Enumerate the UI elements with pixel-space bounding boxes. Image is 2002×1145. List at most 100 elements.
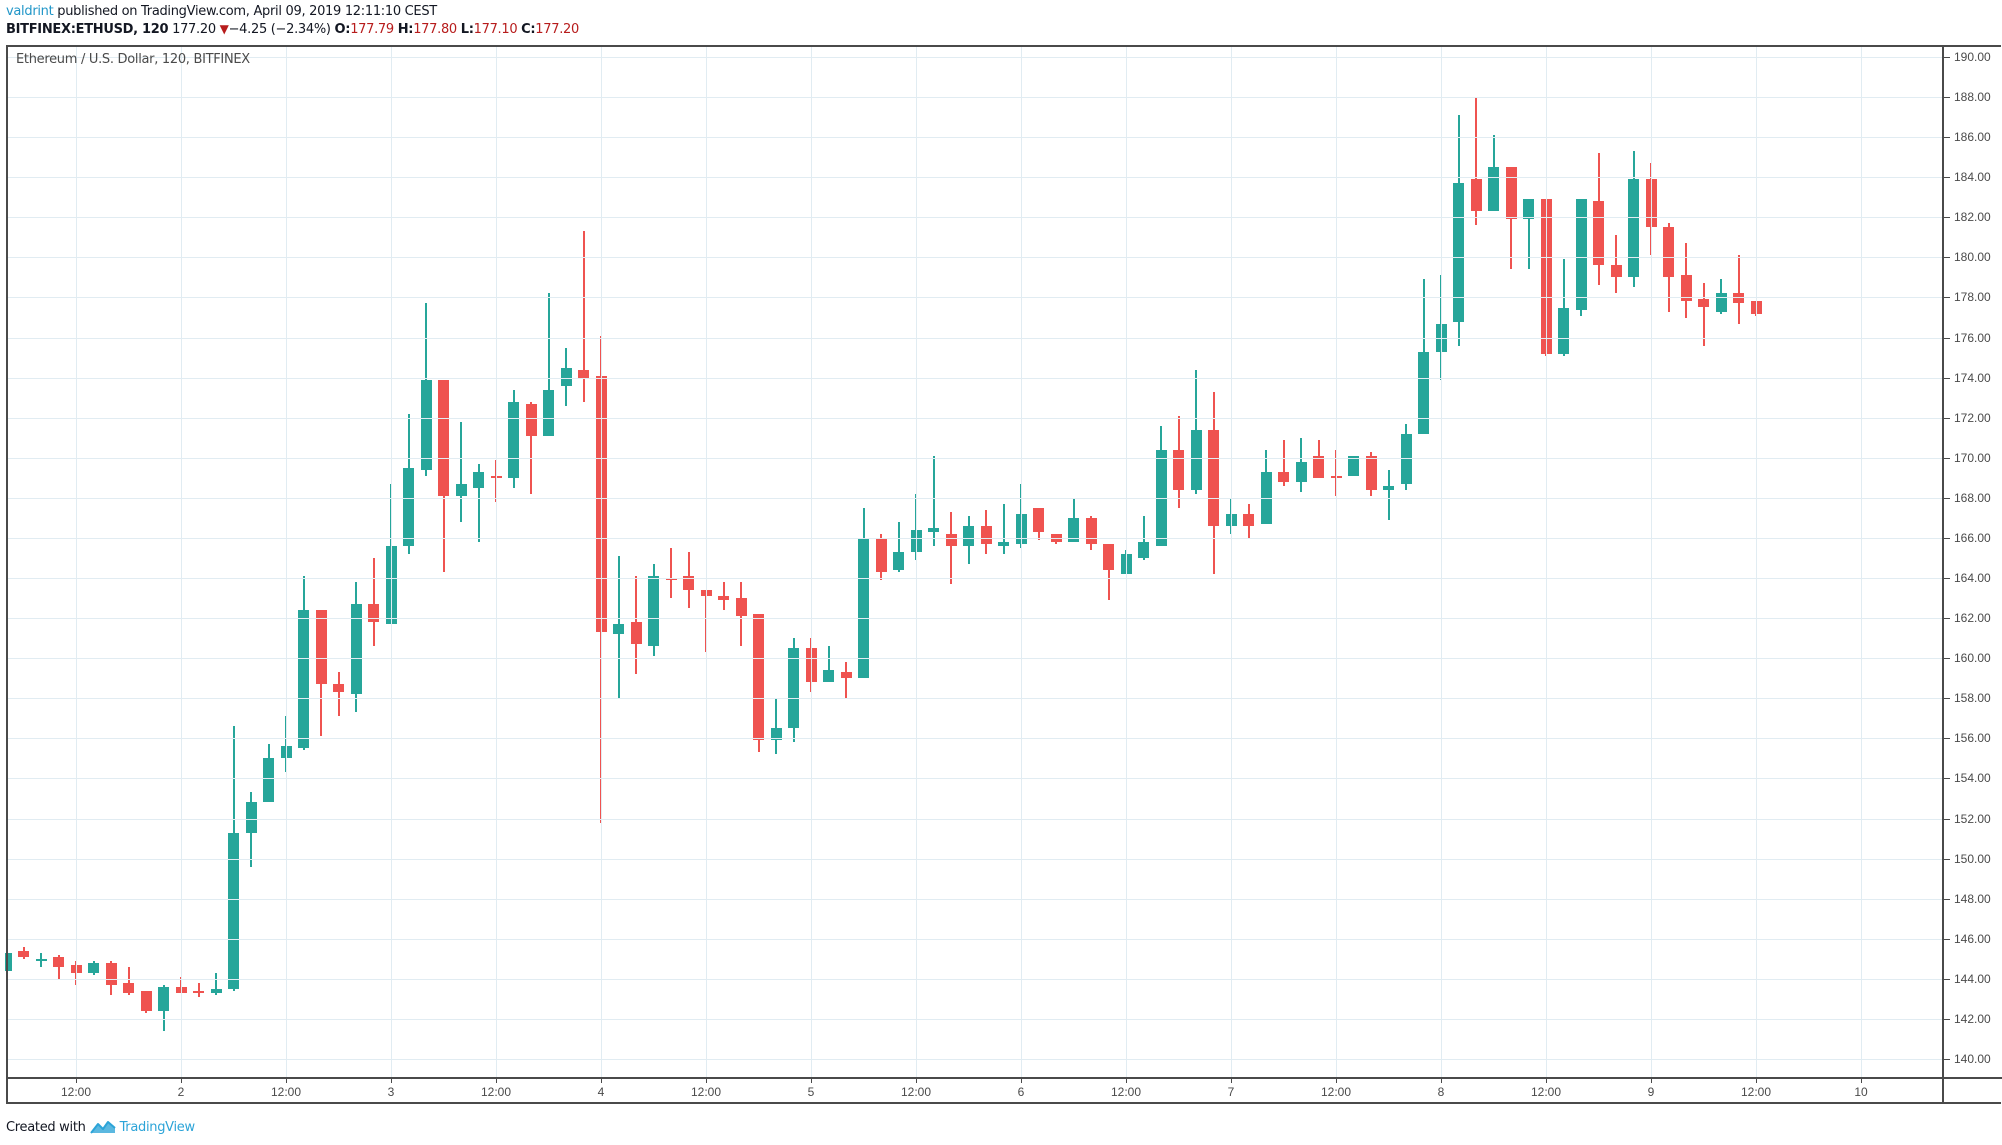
candle-body-down[interactable] bbox=[1085, 517, 1097, 544]
candle-body-up[interactable] bbox=[1453, 183, 1464, 322]
grid-line-horizontal bbox=[6, 899, 1943, 900]
candle-body-down[interactable] bbox=[1173, 449, 1184, 490]
candle-body-down[interactable] bbox=[1505, 167, 1517, 220]
candle-body-up[interactable] bbox=[6, 952, 12, 971]
candle-body-down[interactable] bbox=[1663, 227, 1674, 278]
candle-body-down[interactable] bbox=[875, 537, 887, 573]
candle-body-down[interactable] bbox=[368, 604, 379, 623]
candle-body-down[interactable] bbox=[1698, 299, 1709, 308]
candle-body-up[interactable] bbox=[1190, 429, 1202, 490]
candle-body-up[interactable] bbox=[1260, 471, 1272, 524]
candle-body-up[interactable] bbox=[928, 527, 939, 532]
y-axis-tick bbox=[1944, 57, 1950, 58]
grid-line-horizontal bbox=[6, 137, 1943, 138]
candle-body-down[interactable] bbox=[735, 598, 747, 617]
low-value: 177.10 bbox=[473, 22, 518, 37]
candle-body-up[interactable] bbox=[770, 728, 782, 741]
candle-body-up[interactable] bbox=[1488, 167, 1499, 212]
candle-body-down[interactable] bbox=[438, 379, 449, 496]
candle-body-up[interactable] bbox=[1715, 293, 1727, 312]
candle-body-up[interactable] bbox=[403, 467, 414, 546]
candle-body-up[interactable] bbox=[158, 986, 169, 1011]
candle-body-down[interactable] bbox=[683, 576, 694, 591]
grid-line-horizontal bbox=[6, 257, 1943, 258]
candle-body-up[interactable] bbox=[263, 758, 274, 803]
candle-body-up[interactable] bbox=[893, 551, 904, 571]
author-link[interactable]: valdrint bbox=[6, 4, 54, 19]
candle-body-up[interactable] bbox=[350, 604, 362, 695]
candle-body-up[interactable] bbox=[1348, 455, 1359, 476]
candle-body-down[interactable] bbox=[1278, 471, 1289, 482]
candle-body-up[interactable] bbox=[963, 525, 974, 546]
y-axis-tick bbox=[1944, 177, 1950, 178]
grid-line-vertical bbox=[1861, 45, 1862, 1078]
candle-body-down[interactable] bbox=[1033, 507, 1044, 532]
candle-body-up[interactable] bbox=[1295, 461, 1307, 482]
candle-body-up[interactable] bbox=[613, 624, 624, 635]
candle-body-down[interactable] bbox=[18, 950, 29, 957]
candle-body-up[interactable] bbox=[1383, 485, 1394, 490]
candle-body-down[interactable] bbox=[1243, 513, 1254, 526]
candle-wick-down bbox=[372, 558, 375, 647]
candle-body-up[interactable] bbox=[858, 537, 869, 679]
time-axis-border bbox=[6, 1077, 2002, 1079]
candle-body-up[interactable] bbox=[1418, 351, 1429, 434]
candle-body-up[interactable] bbox=[1068, 517, 1079, 542]
candle-body-up[interactable] bbox=[420, 379, 432, 470]
candle-body-down[interactable] bbox=[1593, 201, 1604, 266]
y-axis-label: 182.00 bbox=[1954, 210, 1991, 224]
candle-body-down[interactable] bbox=[1208, 429, 1219, 526]
candle-wick-up bbox=[1002, 503, 1005, 554]
candle-body-up[interactable] bbox=[1523, 199, 1534, 220]
candle-body-up[interactable] bbox=[88, 962, 99, 973]
candle-body-down[interactable] bbox=[718, 596, 729, 601]
candle-body-up[interactable] bbox=[1575, 199, 1587, 310]
candle-body-down[interactable] bbox=[1313, 455, 1324, 478]
candle-body-down[interactable] bbox=[315, 610, 327, 685]
candle-body-down[interactable] bbox=[1680, 275, 1692, 302]
candle-body-up[interactable] bbox=[823, 670, 834, 683]
candle-body-up[interactable] bbox=[543, 389, 554, 436]
candle-body-up[interactable] bbox=[210, 988, 222, 993]
candle-body-down[interactable] bbox=[140, 990, 152, 1011]
candle-wick-up bbox=[775, 698, 777, 755]
candle-body-up[interactable] bbox=[35, 958, 47, 961]
candle-body-down[interactable] bbox=[1610, 265, 1622, 278]
candle-body-down[interactable] bbox=[105, 962, 117, 985]
candle-body-down[interactable] bbox=[333, 684, 344, 693]
candle-body-up[interactable] bbox=[1628, 179, 1639, 278]
candle-body-down[interactable] bbox=[1103, 543, 1114, 571]
y-axis-label: 148.00 bbox=[1954, 892, 1991, 906]
candle-body-down[interactable] bbox=[1733, 293, 1744, 304]
candle-body-down[interactable] bbox=[578, 369, 589, 378]
candle-body-down[interactable] bbox=[753, 614, 764, 741]
candle-body-up[interactable] bbox=[1138, 541, 1149, 558]
candle-body-up[interactable] bbox=[245, 802, 257, 833]
candle-body-up[interactable] bbox=[560, 367, 572, 386]
grid-line-vertical bbox=[1756, 45, 1757, 1078]
candle-body-down[interactable] bbox=[630, 622, 642, 645]
candle-body-up[interactable] bbox=[508, 401, 519, 478]
candle-body-down[interactable] bbox=[525, 403, 537, 436]
candle-body-down[interactable] bbox=[123, 982, 134, 993]
candle-body-down[interactable] bbox=[980, 525, 992, 544]
candle-body-down[interactable] bbox=[665, 578, 677, 581]
candle-body-up[interactable] bbox=[788, 648, 799, 729]
candle-body-down[interactable] bbox=[945, 533, 957, 546]
candle-body-up[interactable] bbox=[455, 483, 467, 496]
candle-body-down[interactable] bbox=[840, 672, 852, 679]
candle-body-down[interactable] bbox=[1365, 455, 1377, 490]
candle-body-down[interactable] bbox=[1470, 179, 1482, 212]
candle-wick-up bbox=[932, 455, 935, 546]
tradingview-link[interactable]: TradingView bbox=[119, 1119, 196, 1135]
candle-body-down[interactable] bbox=[53, 956, 64, 967]
candle-body-up[interactable] bbox=[1155, 449, 1167, 546]
candle-body-down[interactable] bbox=[1050, 533, 1062, 542]
candle-body-up[interactable] bbox=[1558, 307, 1569, 354]
candle-body-up[interactable] bbox=[998, 541, 1009, 546]
candle-body-up[interactable] bbox=[228, 832, 239, 989]
candle-body-up[interactable] bbox=[298, 610, 309, 749]
candle-body-up[interactable] bbox=[473, 471, 484, 488]
candle-body-down[interactable] bbox=[193, 990, 204, 993]
candle-body-up[interactable] bbox=[648, 576, 659, 647]
